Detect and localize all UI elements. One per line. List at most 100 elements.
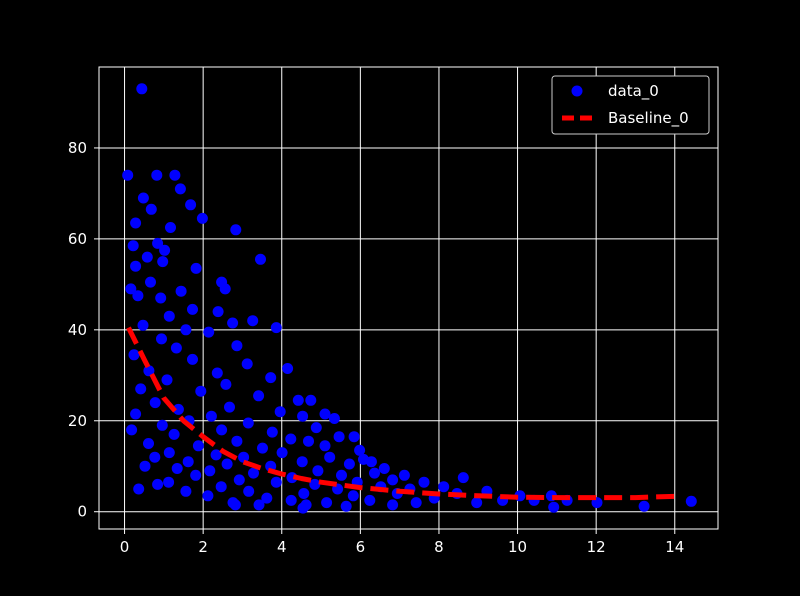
data-point: [219, 283, 231, 295]
grid: [99, 67, 718, 529]
data-point: [130, 408, 142, 420]
data-point: [247, 315, 259, 327]
data-point: [125, 283, 137, 295]
data-point: [364, 494, 376, 506]
data-point: [151, 169, 163, 181]
data-point: [172, 403, 184, 415]
data-point: [285, 433, 297, 445]
data-point: [126, 424, 138, 436]
data-point: [265, 460, 277, 472]
data-point: [202, 490, 214, 502]
data-point: [170, 342, 182, 354]
data-point: [471, 497, 483, 509]
data-point: [220, 378, 232, 390]
data-point: [130, 217, 142, 229]
data-point: [255, 253, 266, 265]
data-point: [231, 435, 243, 447]
data-point: [418, 476, 430, 488]
data-point: [192, 440, 204, 452]
data-point: [266, 426, 278, 438]
data-point: [187, 353, 198, 365]
x-tick-label: 12: [587, 538, 606, 556]
x-tick-label: 14: [665, 538, 684, 556]
data-point: [180, 324, 192, 336]
data-point: [241, 358, 253, 370]
data-point: [163, 447, 175, 459]
y-tick-label: 80: [68, 139, 87, 157]
data-point: [292, 394, 304, 406]
data-point: [282, 363, 294, 374]
data-point: [309, 478, 321, 490]
data-point: [210, 449, 222, 461]
data-point: [276, 447, 288, 459]
data-point: [253, 390, 265, 402]
data-point: [297, 410, 309, 422]
data-point: [156, 419, 168, 431]
data-point: [168, 428, 180, 440]
scatter-series-data-0: [122, 83, 697, 514]
data-point: [248, 467, 259, 479]
data-point: [319, 408, 331, 420]
plot-area-frame: [98, 66, 719, 530]
data-point: [438, 481, 450, 493]
data-point: [149, 451, 161, 463]
data-point: [127, 240, 139, 252]
data-point: [296, 456, 308, 468]
data-point: [152, 478, 164, 490]
data-point: [257, 442, 268, 454]
data-point: [310, 422, 322, 434]
data-point: [161, 374, 173, 386]
data-point: [398, 469, 410, 481]
x-tick-label: 10: [508, 538, 527, 556]
data-point: [548, 501, 560, 513]
data-point: [638, 500, 650, 512]
axes: 0 2 4 6 8 10 12 14 0 20 40 60 80: [68, 139, 684, 556]
x-tick-label: 8: [434, 538, 444, 556]
data-point: [139, 460, 151, 472]
data-point: [159, 244, 171, 256]
data-point: [141, 251, 153, 263]
legend-label-data-0: data_0: [608, 82, 659, 101]
data-point: [227, 317, 239, 329]
data-point: [145, 203, 157, 215]
data-point: [243, 485, 255, 497]
data-point: [685, 495, 697, 507]
data-point: [143, 438, 154, 449]
data-point: [163, 476, 175, 488]
data-point: [303, 435, 314, 447]
legend-marker-data-0: [571, 85, 583, 97]
data-point: [233, 474, 245, 486]
data-point: [149, 397, 161, 409]
data-point: [229, 499, 241, 511]
data-point: [224, 401, 235, 413]
data-point: [190, 469, 202, 481]
data-point: [211, 367, 223, 379]
data-point: [196, 212, 208, 224]
legend: data_0 Baseline_0: [551, 75, 710, 135]
data-point: [365, 456, 377, 468]
data-point: [136, 83, 148, 95]
data-point: [297, 502, 309, 514]
data-point: [410, 497, 422, 509]
data-point: [180, 485, 192, 497]
data-point: [130, 260, 142, 272]
data-point: [305, 394, 317, 406]
data-point: [378, 463, 390, 474]
baseline-line: [126, 326, 675, 501]
data-point: [175, 285, 187, 297]
data-point: [369, 467, 380, 479]
y-tick-label: 20: [68, 412, 87, 430]
data-point: [185, 199, 197, 211]
data-point: [328, 413, 340, 424]
data-point: [122, 169, 134, 181]
data-point: [230, 224, 242, 236]
data-point: [157, 256, 169, 268]
data-point: [137, 319, 149, 331]
data-point: [174, 183, 186, 195]
data-point: [265, 372, 277, 384]
x-tick-label: 4: [277, 538, 287, 556]
legend-label-baseline-0: Baseline_0: [608, 109, 689, 128]
data-point: [231, 340, 243, 352]
data-point: [387, 474, 399, 486]
